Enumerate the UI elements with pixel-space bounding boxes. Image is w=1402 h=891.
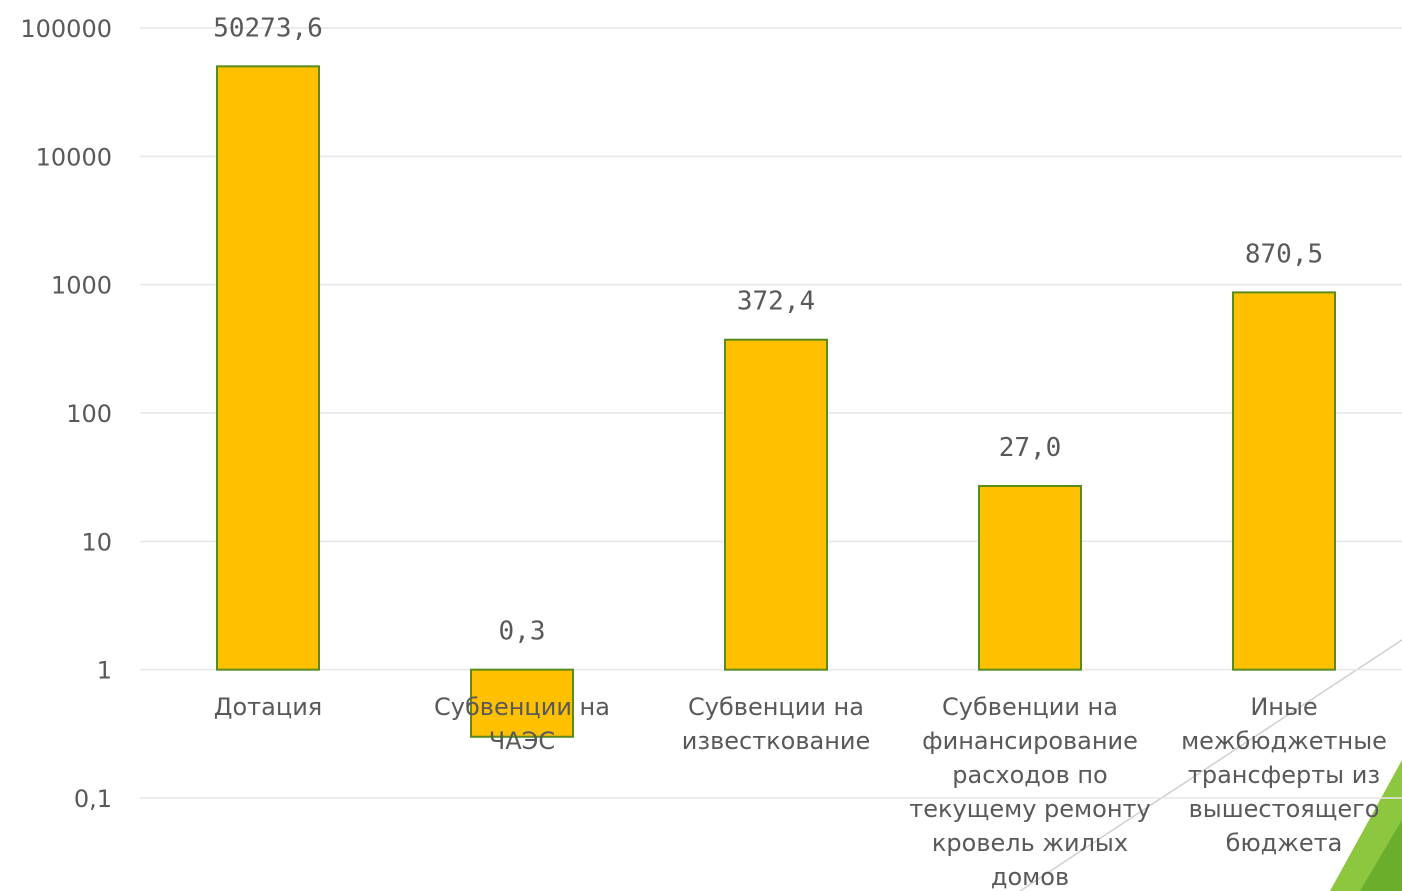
bar [470,668,574,738]
y-tick-label: 0,1 [74,785,112,813]
category-label-line: Дотация [214,693,323,721]
decorative-line [1019,639,1402,891]
data-label: 50273,6 [213,13,323,43]
decorative-corner [1019,639,1402,891]
category-label-line: вышестоящего [1189,795,1380,823]
bar [978,484,1082,671]
category-label-line: кровель жилых [932,829,1128,857]
bar [216,65,320,671]
category-label-line: трансферты из [1188,761,1380,789]
data-label: 870,5 [1245,239,1323,269]
category-label-line: текущему ремонту [909,795,1150,823]
data-label: 27,0 [999,433,1062,463]
bar [1232,291,1336,671]
category-label-line: финансирование [922,727,1138,755]
corner-accent-shape-dark [1360,820,1402,891]
category-label: Субвенции на известкование [682,693,871,755]
category-label-line: известкование [682,727,871,755]
bar [724,338,828,671]
category-label-line: домов [991,863,1069,891]
y-tick-label: 1 [97,657,112,685]
y-tick-label: 10000 [36,143,112,171]
category-label-line: бюджета [1226,829,1343,857]
x-axis-categories: Дотация Субвенции на ЧАЭС Субвенции на извес… [214,693,1387,891]
category-label: Субвенции на финансирование расходов по тек… [909,693,1150,891]
data-label: 372,4 [737,287,815,317]
category-label-line: Субвенции на [434,693,610,721]
data-labels: 50273,6 0,3 372,4 27,0 870,5 [213,13,1323,646]
category-label-line: межбюджетные [1181,727,1387,755]
category-label: Дотация [214,693,323,721]
y-tick-label: 1000 [51,272,112,300]
y-tick-label: 100000 [20,15,112,43]
y-tick-label: 10 [81,528,112,556]
category-label-line: ЧАЭС [489,727,555,755]
data-label: 0,3 [499,617,546,647]
bars [216,65,1336,738]
y-tick-label: 100 [66,400,112,428]
category-label-line: расходов по [952,761,1107,789]
category-label-line: Субвенции на [688,693,864,721]
category-label: Иные межбюджетные трансферты из вышестоящег… [1181,693,1387,857]
y-axis-ticks: 0,1 1 10 100 1000 10000 100000 [20,15,112,813]
category-label-line: Субвенции на [942,693,1118,721]
category-label: Субвенции на ЧАЭС [434,693,610,755]
category-label-line: Иные [1250,693,1317,721]
